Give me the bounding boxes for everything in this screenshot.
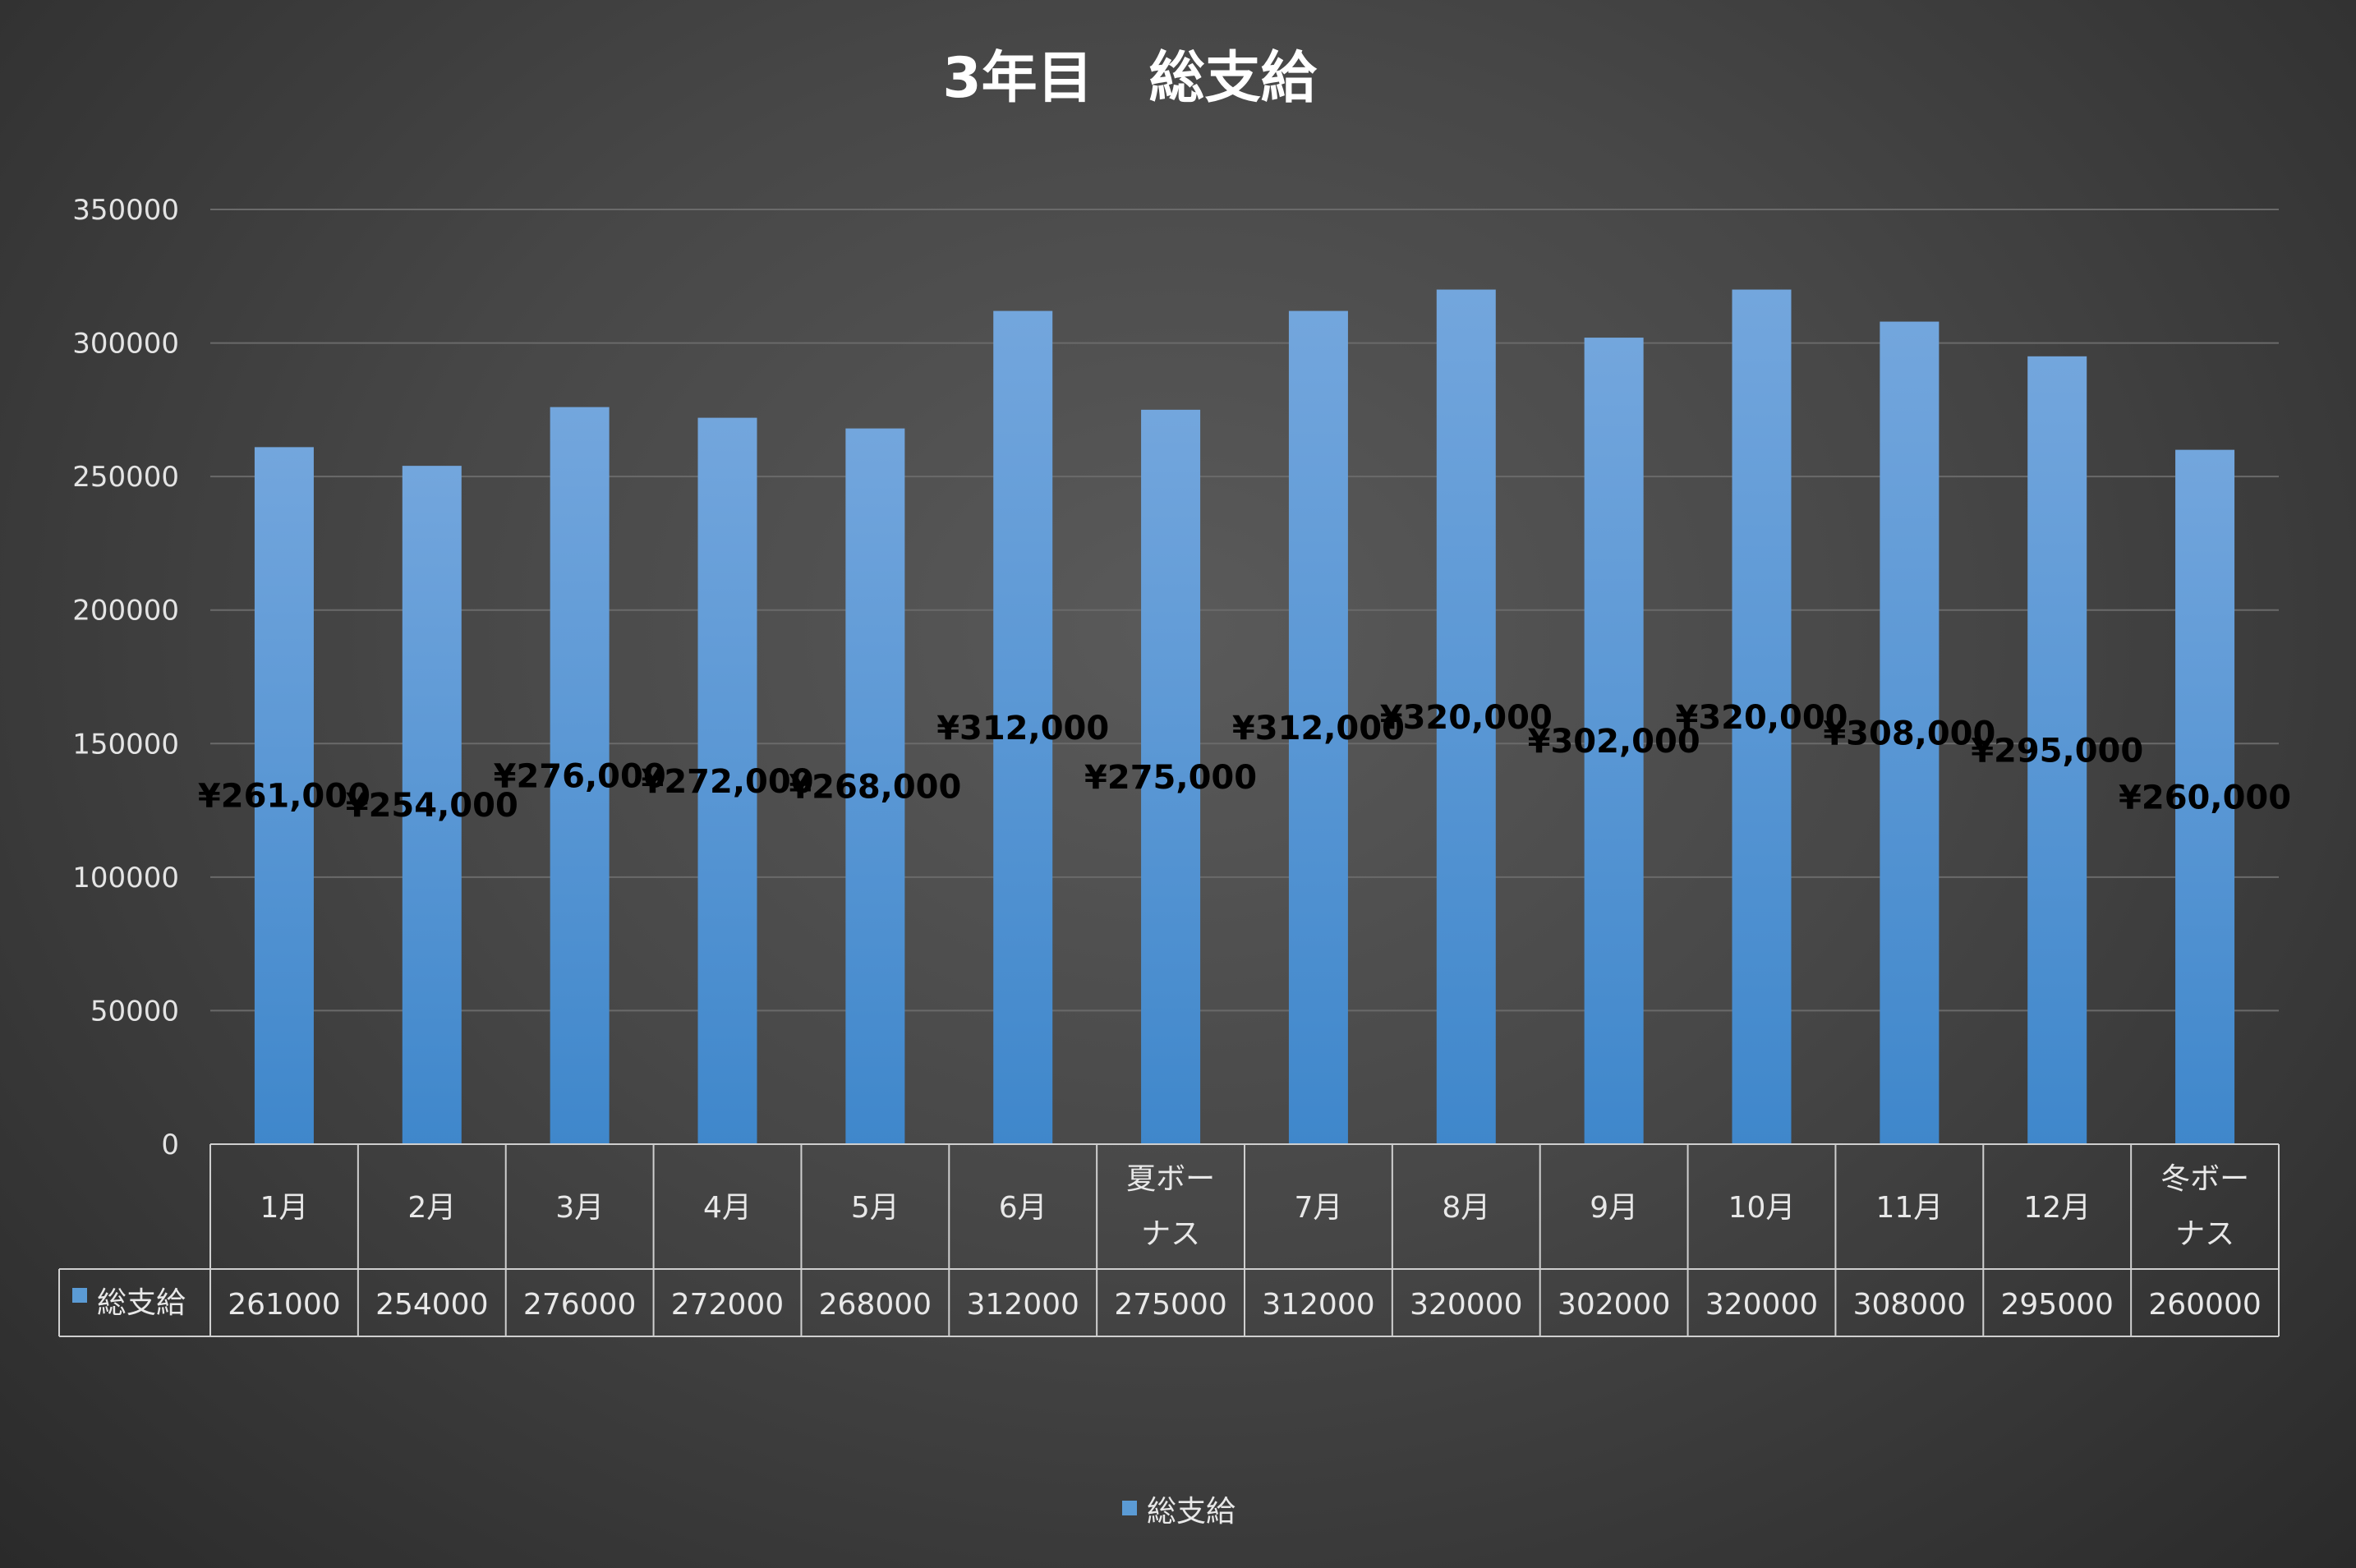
data-label: ¥312,000 <box>1232 710 1405 747</box>
table-cell-value: 312000 <box>1262 1288 1374 1322</box>
data-table: 1月 2月 3月 4月 5月 6月 夏ボーナス 7月 8月 9月 10月 11月 12月 冬ボーナス総支給… <box>58 1143 2280 1337</box>
table-series-swatch <box>72 1288 87 1303</box>
bar <box>1732 289 1792 1144</box>
bars <box>254 289 2235 1144</box>
data-label: ¥276,000 <box>494 757 666 795</box>
bar <box>254 447 314 1144</box>
table-cell-value: 320000 <box>1410 1288 1522 1322</box>
data-label: ¥268,000 <box>789 768 961 806</box>
table-cell-value: 295000 <box>2000 1288 2113 1322</box>
data-label: ¥320,000 <box>1380 699 1553 737</box>
bar <box>845 428 905 1144</box>
category-label: 冬ボーナス <box>2160 1162 2249 1251</box>
table-cell-value: 308000 <box>1853 1288 1966 1322</box>
y-tick-label: 250000 <box>72 461 179 494</box>
data-label: ¥254,000 <box>346 787 518 825</box>
category-label: 10月 <box>1728 1191 1796 1225</box>
bar <box>402 466 462 1144</box>
category-label: 9月 <box>1590 1191 1638 1225</box>
category-label: 2月 <box>407 1191 456 1225</box>
table-cell-value: 312000 <box>966 1288 1079 1322</box>
data-label: ¥272,000 <box>641 763 813 801</box>
legend-swatch <box>1122 1501 1137 1515</box>
data-label: ¥275,000 <box>1084 759 1257 797</box>
category-label: 8月 <box>1442 1191 1490 1225</box>
category-label: 3月 <box>555 1191 604 1225</box>
category-label: 12月 <box>2023 1191 2091 1225</box>
category-label: 6月 <box>999 1191 1047 1225</box>
table-cell-value: 320000 <box>1705 1288 1818 1322</box>
y-tick-label: 200000 <box>72 595 179 628</box>
bar <box>1141 409 1201 1144</box>
table-cell-value: 261000 <box>228 1288 340 1322</box>
table-cell-value: 268000 <box>819 1288 932 1322</box>
y-tick-label: 300000 <box>72 328 179 361</box>
data-label: ¥261,000 <box>198 778 370 816</box>
y-tick-label: 350000 <box>72 194 179 227</box>
bar <box>993 310 1053 1144</box>
bar <box>2175 449 2235 1144</box>
y-axis: 0 50000 100000 150000 200000 250000 300000 3500… <box>72 194 179 1161</box>
table-cell-value: 272000 <box>671 1288 784 1322</box>
gridlines <box>210 209 2279 1012</box>
category-label: 4月 <box>703 1191 752 1225</box>
bar <box>697 417 757 1144</box>
y-tick-label: 100000 <box>72 862 179 894</box>
bar <box>550 407 610 1144</box>
data-label: ¥295,000 <box>1971 732 2143 770</box>
bar <box>1880 321 1940 1144</box>
table-cell-value: 254000 <box>375 1288 488 1322</box>
data-label: ¥312,000 <box>936 710 1109 747</box>
data-label: ¥260,000 <box>2119 779 2291 816</box>
category-label: 夏ボーナス <box>1126 1162 1215 1251</box>
bar <box>1584 338 1644 1144</box>
table-cell-value: 275000 <box>1114 1288 1226 1322</box>
bar <box>1288 310 1348 1144</box>
data-label: ¥320,000 <box>1675 699 1848 737</box>
category-label: 5月 <box>851 1191 900 1225</box>
category-label: 7月 <box>1294 1191 1342 1225</box>
category-label: 11月 <box>1875 1191 1943 1225</box>
data-label: ¥302,000 <box>1528 723 1700 761</box>
table-cell-value: 260000 <box>2148 1288 2261 1322</box>
table-cell-value: 276000 <box>523 1288 636 1322</box>
data-label: ¥308,000 <box>1823 715 1995 752</box>
bar <box>2027 356 2087 1144</box>
y-tick-label: 50000 <box>90 995 179 1028</box>
legend-label: 総支給 <box>1147 1495 1236 1529</box>
data-labels: ¥261,000¥254,000¥276,000¥272,000¥268,000… <box>198 699 2291 825</box>
y-tick-label: 150000 <box>72 728 179 761</box>
y-tick-label: 0 <box>161 1129 179 1161</box>
table-cell-value: 302000 <box>1558 1288 1670 1322</box>
chart-title: 3年目 総支給 <box>942 46 1317 111</box>
bar <box>1436 289 1496 1144</box>
legend: 総支給 <box>1122 1495 1236 1529</box>
table-series-name: 総支給 <box>97 1286 186 1320</box>
category-label: 1月 <box>260 1191 308 1225</box>
